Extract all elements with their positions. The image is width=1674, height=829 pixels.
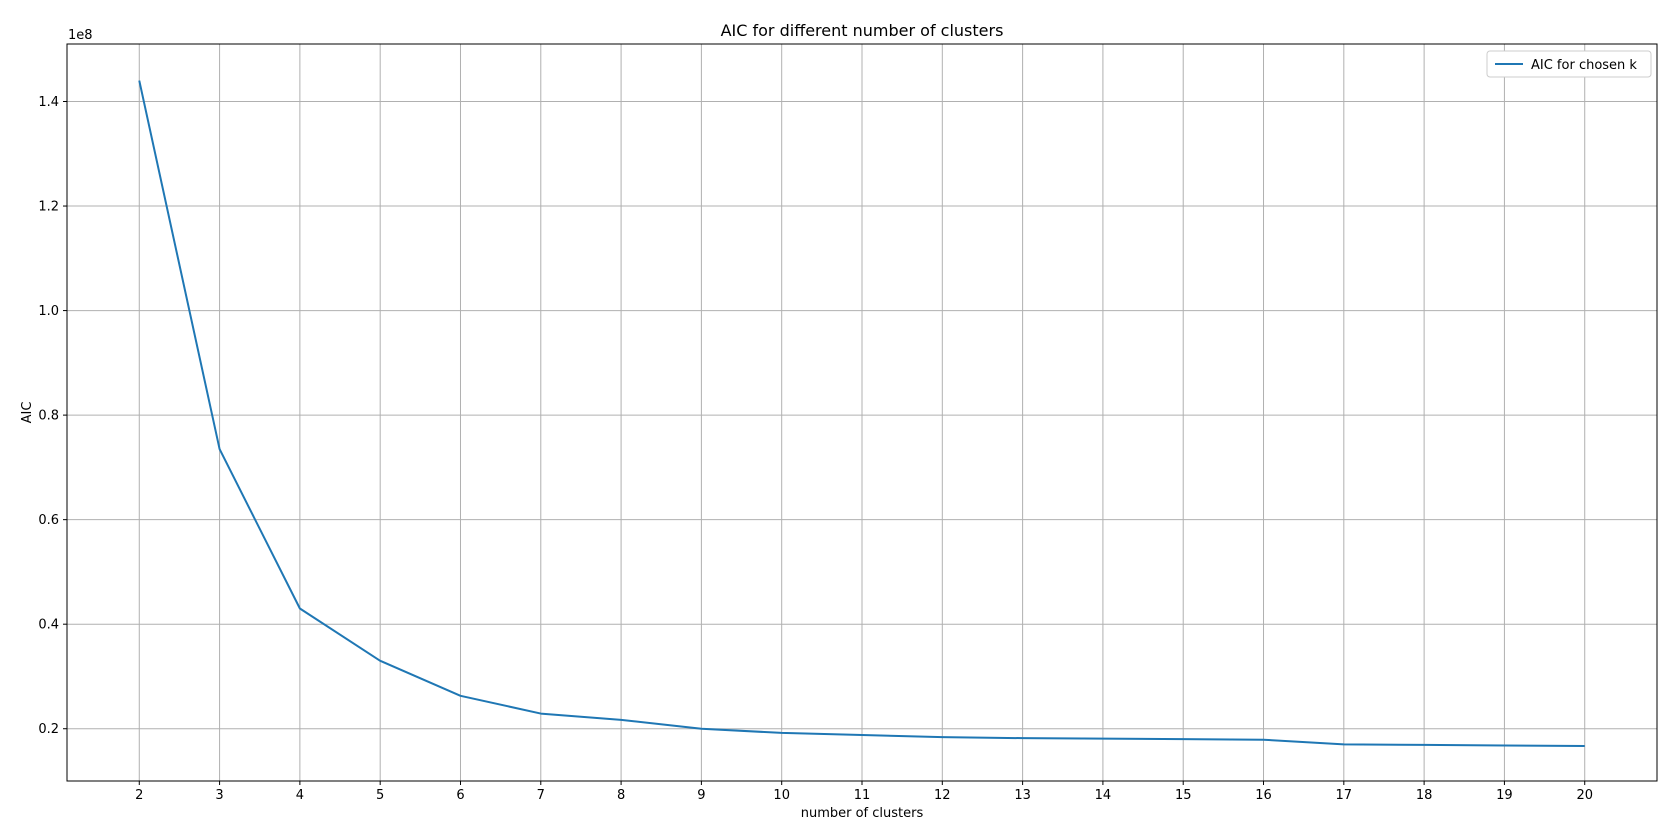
axis-ticks: 2 3 4 5 6 7 8 9 10 11 12 13 14 15 16 17 18 19 20 0.2 0.4 0.6 0… <box>38 95 1593 803</box>
x-tick-label: 14 <box>1095 788 1112 803</box>
x-tick-label: 20 <box>1576 788 1593 803</box>
x-tick-label: 3 <box>215 788 223 803</box>
x-tick-label: 8 <box>617 788 625 803</box>
x-tick-label: 19 <box>1496 788 1513 803</box>
legend: AIC for chosen k <box>1486 50 1652 78</box>
y-axis-label: AIC <box>20 402 35 424</box>
x-tick-label: 16 <box>1255 788 1272 803</box>
x-tick-label: 4 <box>296 788 304 803</box>
x-tick-label: 17 <box>1336 788 1353 803</box>
x-axis-label: number of clusters <box>801 806 924 821</box>
x-tick-label: 2 <box>135 788 143 803</box>
x-tick-label: 10 <box>773 788 790 803</box>
y-tick-label: 1.4 <box>38 95 59 110</box>
x-tick-label: 7 <box>537 788 545 803</box>
x-tick-label: 11 <box>854 788 871 803</box>
x-tick-label: 18 <box>1416 788 1433 803</box>
chart-title: AIC for different number of clusters <box>721 21 1004 40</box>
y-tick-label: 0.4 <box>38 618 59 633</box>
y-axis-offset-label: 1e8 <box>68 28 93 43</box>
y-tick-label: 0.6 <box>38 513 59 528</box>
legend-box <box>1486 50 1652 78</box>
series-layer <box>138 80 1585 747</box>
grid-lines <box>67 44 1657 781</box>
x-tick-label: 13 <box>1014 788 1031 803</box>
y-tick-label: 1.0 <box>38 304 59 319</box>
y-tick-label: 0.2 <box>38 722 59 737</box>
x-tick-label: 5 <box>376 788 384 803</box>
x-tick-label: 15 <box>1175 788 1192 803</box>
legend-label: AIC for chosen k <box>1531 58 1637 73</box>
y-tick-label: 0.8 <box>38 409 59 424</box>
x-tick-label: 6 <box>456 788 464 803</box>
y-tick-label: 1.2 <box>38 200 59 215</box>
series-line <box>138 80 1585 747</box>
x-tick-label: 9 <box>697 788 705 803</box>
x-tick-label: 12 <box>934 788 951 803</box>
